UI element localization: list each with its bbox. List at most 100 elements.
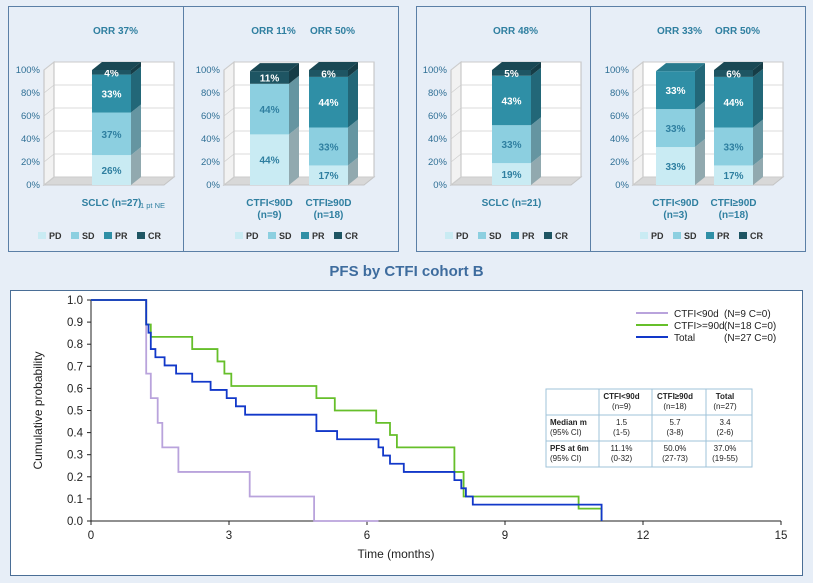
y-tick-label: 80% [428,88,448,99]
bar-value-label: 6% [321,69,336,80]
bar-side-sd [531,117,541,164]
category-label: CTFI≥90D [710,198,756,209]
bar-segment-pr [492,75,531,126]
km-x-tick-label: 6 [364,530,370,542]
bar-segment-cr [492,70,531,76]
gridline-side [632,61,644,71]
bar-side-sd [131,104,141,156]
category-label: CTFI<90D [246,198,292,209]
bar-side-sd [695,101,705,148]
bar-side-pr [131,66,141,113]
km-y-tick-label: 1.0 [67,295,83,307]
y-tick-label: 100% [605,65,630,76]
gridline-side [632,84,644,94]
km-legend-label: CTFI>=90d [674,321,725,332]
km-series-line-1 [91,299,603,521]
km-y-tick-label: 0.1 [67,494,83,506]
y-tick-label: 60% [21,111,41,122]
km-y-axis-label: Cumulative probability [31,351,45,469]
km-table-text: (0-32) [611,454,633,463]
km-table-text: 37.0% [714,444,737,453]
bar-side-cr [531,62,541,76]
km-table-text: Median m [550,418,587,427]
y-tick-label: 0% [615,180,629,191]
gridline-side [450,61,462,71]
legend-label: PD [49,231,62,241]
km-table-cell [651,440,707,468]
km-table-text: (27-73) [662,454,688,463]
km-table-text: (1-5) [613,428,630,437]
bar-value-label: 43% [501,96,521,107]
y-tick-label: 0% [206,180,220,191]
y-tick-label: 100% [196,65,221,76]
km-y-tick-label: 0.2 [67,472,83,484]
orr-label: ORR 37% [93,26,138,37]
bar-side-pd [131,147,141,185]
legend-swatch-pr [706,232,714,239]
legend-label: SD [82,231,95,241]
km-table-text: (n=18) [663,402,687,411]
legend-swatch-pr [104,232,112,239]
bar-top-face [492,62,541,70]
y-tick-label: 40% [610,134,630,145]
bar-side-pd [348,157,358,185]
bar-segment-sd [656,109,695,148]
gridline-side [43,176,55,186]
km-table-text: 3.4 [719,418,731,427]
bar-side-sd [348,119,358,166]
gridline-side [632,130,644,140]
bar-segment-cr [250,71,289,84]
km-table-text: 11.1% [610,444,632,453]
response-bar-charts: 0% 20% 40% 60% 80% 100% 26% 37% 33% 4% ORR 37% SCLC… [16,26,785,241]
bar-value-label: 44% [259,156,279,167]
bar-side-cr [348,62,358,77]
gridline-side [450,130,462,140]
legend-label: PR [312,231,325,241]
legend-swatch-pd [640,232,648,239]
bar-segment-pd [714,165,753,185]
bar-segment-sd [92,112,131,156]
bar-top-face [309,62,358,70]
gridline-side [223,130,235,140]
bar-side-cr [753,62,763,77]
km-table-text: CTFI≥90d [657,392,693,401]
km-y-tick-label: 0.8 [67,339,83,351]
km-x-tick-label: 9 [502,530,508,542]
km-x-tick-label: 12 [637,530,650,542]
km-table-text: (n=27) [713,402,737,411]
bar-side-cr [289,63,299,84]
bar-value-label: 17% [318,171,338,182]
gridline-side [223,84,235,94]
orr-label: ORR 50% [715,26,760,37]
category-label: (n=18) [719,210,749,221]
bar-side-pr [348,68,358,128]
legend-swatch-cr [137,232,145,239]
legend-swatch-pd [445,232,453,239]
km-table-text: (n=9) [612,402,631,411]
category-label: SCLC (n=21) [482,198,542,209]
gridline-side [450,176,462,186]
bar-segment-pd [309,165,348,185]
km-y-tick-label: 0.0 [67,516,83,528]
legend-swatch-sd [478,232,486,239]
y-tick-label: 80% [610,88,630,99]
bar-side-pr [695,63,705,110]
bar-segment-sd [250,83,289,135]
km-table-cell [545,440,600,468]
gridline-side [632,153,644,163]
y-tick-label: 40% [428,134,448,145]
category-label: CTFI≥90D [305,198,351,209]
left-panel-divider [183,6,184,252]
legend-swatch-pd [235,232,243,239]
km-table-text: 1.5 [616,418,628,427]
km-x-tick-label: 0 [88,530,94,542]
legend-label: CR [555,231,568,241]
km-table-text: 5.7 [669,418,681,427]
category-label: (n=9) [257,210,281,221]
bar-value-label: 33% [318,142,338,153]
bar-value-label: 33% [501,140,521,151]
bar-side-sd [753,119,763,166]
bar-top-face [714,62,763,70]
km-x-tick-label: 3 [226,530,232,542]
